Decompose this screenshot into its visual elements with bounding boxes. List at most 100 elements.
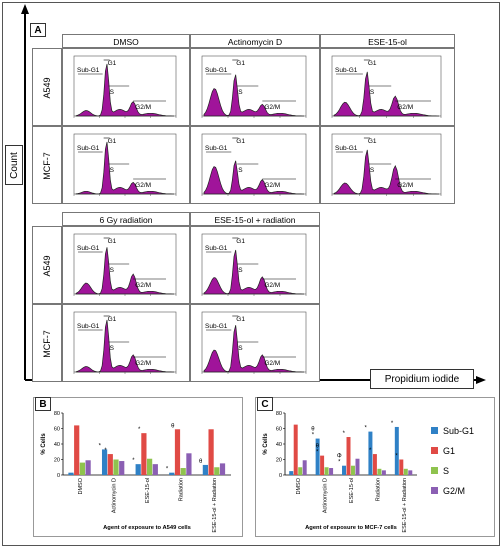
bar-g1-4 — [399, 459, 404, 475]
bar-g1-3 — [372, 454, 377, 475]
bar-g1-4 — [208, 429, 214, 475]
g2m-marker-label: G2/M — [135, 282, 151, 289]
panel-b-label: B — [35, 397, 51, 411]
row-header-a549-bottom-text: A549 — [42, 255, 52, 277]
column-header-top-0: DMSO — [62, 34, 190, 48]
significance-mark: * — [395, 454, 398, 460]
legend-swatch-0 — [431, 427, 438, 434]
histogram-bottom-r0-c0: G1 Sub-G1 S G2/M — [62, 226, 190, 304]
significance-mark: θ — [199, 459, 203, 465]
significance-mark: θ — [311, 427, 315, 433]
sub-g1-marker-label: Sub-G1 — [77, 245, 100, 252]
row-header-a549-bottom: A549 — [32, 226, 62, 304]
bar-g2-m-4 — [219, 463, 226, 475]
bar-g2-m-2 — [355, 458, 360, 475]
significance-mark: * — [316, 450, 319, 456]
y-axis-title: % Cells — [263, 433, 269, 455]
row-header-mcf7-top-text: MCF-7 — [42, 152, 52, 180]
category-label: ESE-15-ol + Radiation — [402, 478, 408, 533]
g1-marker-label: G1 — [108, 316, 117, 323]
s-marker-label: S — [110, 89, 115, 96]
significance-mark: Φ — [337, 454, 342, 460]
bar-s-2 — [351, 465, 355, 475]
legend-swatch-3 — [431, 487, 438, 494]
s-marker-label: S — [110, 267, 115, 274]
bar-g1-0 — [74, 425, 80, 475]
legend-label-0: Sub-G1 — [443, 426, 474, 436]
bar-sub-g1-1 — [315, 438, 320, 475]
y-tick-label: 80 — [54, 411, 60, 417]
g1-marker-label: G1 — [236, 60, 245, 67]
bar-sub-g1-3 — [169, 472, 175, 475]
significance-mark: θ — [316, 444, 320, 450]
bar-g1-2 — [141, 433, 147, 475]
column-header-top-1: Actinomycin D — [190, 34, 320, 48]
y-tick-label: 40 — [54, 442, 60, 448]
significance-mark: * — [104, 448, 107, 454]
panel-c-chart: 0 20 40 60 80 % Cells DMSO Actinomycin D ESE-15-… — [263, 411, 474, 533]
bar-sub-g1-3 — [368, 431, 373, 475]
histogram-top-r0-c2: G1 Sub-G1 S G2/M — [320, 48, 455, 126]
bar-s-1 — [113, 459, 119, 475]
significance-mark: * — [99, 443, 102, 449]
significance-mark: * — [391, 421, 394, 427]
s-marker-label: S — [238, 267, 243, 274]
g1-marker-label: G1 — [108, 238, 117, 245]
y-tick-label: 80 — [276, 411, 282, 417]
s-marker-label: S — [370, 89, 375, 96]
histogram-top-r1-c0: G1 Sub-G1 S G2/M — [62, 126, 190, 204]
histogram-top-r0-c1: G1 Sub-G1 S G2/M — [190, 48, 320, 126]
g1-marker-label: G1 — [368, 138, 377, 145]
bar-s-3 — [180, 468, 186, 475]
row-header-a549-top: A549 — [32, 48, 62, 126]
bar-g2-m-3 — [186, 453, 192, 475]
bar-g2-m-2 — [152, 464, 158, 475]
bar-s-0 — [79, 462, 86, 475]
sub-g1-marker-label: Sub-G1 — [205, 145, 228, 152]
g2m-marker-label: G2/M — [264, 104, 280, 111]
significance-mark: * — [312, 433, 315, 439]
bar-sub-g1-0 — [289, 471, 294, 475]
g2m-marker-label: G2/M — [397, 104, 413, 111]
g1-marker-label: G1 — [236, 316, 245, 323]
g2m-marker-label: G2/M — [135, 104, 151, 111]
bar-s-3 — [377, 468, 382, 475]
bar-s-1 — [324, 467, 329, 475]
bar-g2-m-0 — [85, 460, 91, 475]
g2m-marker-label: G2/M — [397, 182, 413, 189]
significance-mark: * — [343, 431, 346, 437]
significance-mark: * — [138, 427, 141, 433]
column-header-bottom-1: ESE-15-ol + radiation — [190, 212, 320, 226]
significance-mark: * — [132, 458, 135, 464]
legend-label-3: G2/M — [443, 486, 465, 496]
category-label: ESE-15-ol — [145, 478, 151, 503]
s-marker-label: S — [370, 167, 375, 174]
row-header-mcf7-top: MCF-7 — [32, 126, 62, 204]
histogram-top-r1-c2: G1 Sub-G1 S G2/M — [320, 126, 455, 204]
significance-mark: θ — [171, 423, 175, 429]
y-axis-title: % Cells — [41, 433, 47, 455]
bar-g1-0 — [293, 424, 298, 475]
legend-swatch-1 — [431, 447, 438, 454]
significance-mark: * — [166, 467, 169, 473]
category-label: Actinomycin D — [111, 478, 117, 513]
g2m-marker-label: G2/M — [264, 282, 280, 289]
bar-g1-2 — [346, 437, 351, 475]
bar-g1-1 — [107, 454, 113, 475]
y-tick-label: 40 — [276, 442, 282, 448]
category-label: DMSO — [78, 477, 84, 494]
y-tick-label: 0 — [57, 473, 60, 479]
bar-s-4 — [214, 467, 220, 475]
histogram-bottom-r1-c0: G1 Sub-G1 S G2/M — [62, 304, 190, 382]
panel-a-label: A — [30, 23, 46, 37]
panel-b-chart: 0 20 40 60 80 % Cells DMSO Actinomycin D ESE-15-… — [41, 411, 231, 533]
row-header-mcf7-bottom-text: MCF-7 — [42, 330, 52, 358]
bar-g1-3 — [174, 429, 181, 475]
bar-g2-m-1 — [119, 461, 125, 475]
bar-s-0 — [298, 467, 303, 475]
bar-g2-m-3 — [381, 470, 386, 475]
legend-swatch-2 — [431, 467, 438, 474]
g2m-marker-label: G2/M — [264, 360, 280, 367]
g1-marker-label: G1 — [108, 60, 117, 67]
bar-sub-g1-0 — [68, 472, 74, 475]
